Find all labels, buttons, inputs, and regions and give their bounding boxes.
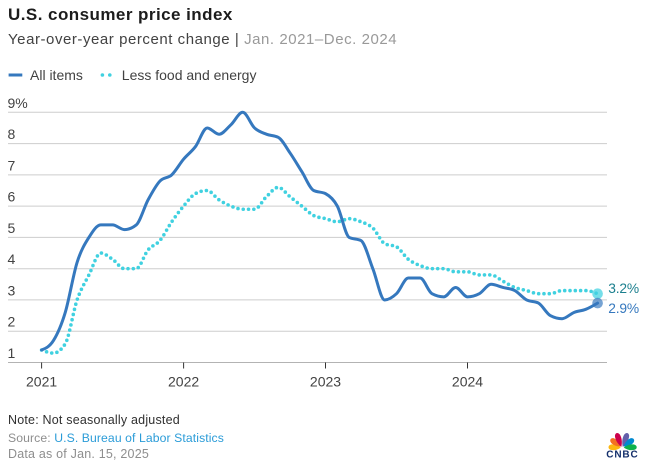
svg-text:2024: 2024: [452, 374, 483, 390]
svg-text:1: 1: [8, 345, 16, 361]
svg-text:2022: 2022: [168, 374, 199, 390]
svg-text:8: 8: [8, 126, 16, 142]
svg-text:3.2%: 3.2%: [608, 281, 639, 296]
svg-text:2: 2: [8, 314, 16, 330]
svg-text:All items: All items: [30, 67, 83, 83]
svg-text:Less food and energy: Less food and energy: [122, 67, 257, 83]
svg-text:7: 7: [8, 157, 16, 173]
svg-text:6: 6: [8, 189, 16, 205]
svg-text:4: 4: [8, 251, 16, 267]
svg-text:5: 5: [8, 220, 16, 236]
svg-text:2021: 2021: [26, 374, 57, 390]
svg-text:2023: 2023: [310, 374, 341, 390]
svg-text:2.9%: 2.9%: [608, 301, 639, 316]
svg-text:3: 3: [8, 282, 16, 298]
svg-text:CNBC: CNBC: [606, 449, 638, 460]
svg-text:9%: 9%: [8, 95, 28, 111]
